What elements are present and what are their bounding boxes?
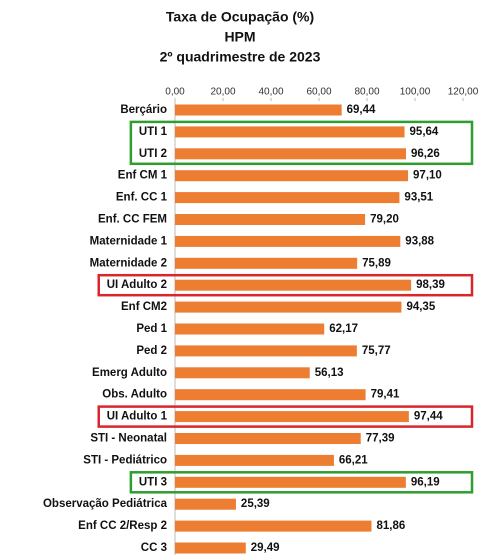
bar [175,257,358,269]
category-label: Enf CM2 [121,301,167,313]
category-label: Ped 1 [136,323,167,335]
bar [175,345,357,357]
category-label: Enf. CC 1 [116,192,168,204]
bar [175,235,401,247]
value-label: 75,89 [362,257,391,269]
highlight-box [129,471,474,494]
bar [175,170,409,182]
x-tick-label: 60,00 [306,87,331,98]
chart-title: HPM [224,29,255,45]
x-tick-label: 0,00 [165,87,185,98]
value-label: 97,10 [413,170,442,182]
value-label: 96,26 [411,148,440,160]
bar [175,542,246,554]
x-tick-label: 20,00 [210,87,235,98]
bar [175,476,406,488]
value-label: 29,49 [251,542,280,554]
bar [175,411,409,423]
bar [175,389,366,401]
bar [175,323,325,335]
category-label: Enf. CC FEM [98,214,167,226]
category-label: UI Adulto 2 [107,279,167,291]
x-tick-label: 40,00 [258,87,283,98]
category-label: Emerg Adulto [92,367,167,379]
bar [175,520,372,532]
value-label: 93,51 [404,192,433,204]
bar [175,126,405,138]
x-tick-label: 120,00 [448,87,479,98]
value-label: 96,19 [411,476,440,488]
value-label: 25,39 [241,498,270,510]
chart-title: 2º quadrimestre de 2023 [160,49,321,65]
value-label: 81,86 [376,520,405,532]
value-label: 79,41 [371,389,400,401]
highlight-box [97,273,474,297]
value-label: 75,77 [362,345,391,357]
category-label: Ped 2 [136,345,167,357]
highlight-box [97,405,474,428]
category-label: STI - Neonatal [90,433,167,445]
category-label: CC 3 [141,542,167,554]
value-label: 77,39 [366,433,395,445]
category-label: Maternidade 2 [90,257,167,269]
value-label: 97,44 [414,411,443,423]
category-label: UTI 1 [139,126,168,138]
category-label: Observação Pediátrica [43,498,168,510]
bar [175,433,361,444]
category-label: Berçário [120,104,167,116]
category-label: UTI 3 [139,476,167,488]
category-label: STI - Pediátrico [83,454,167,466]
value-label: 94,35 [406,301,435,313]
category-label: UI Adulto 1 [107,411,168,423]
category-label: Obs. Adulto [102,389,167,401]
bar [175,148,407,160]
highlight-box [129,120,474,166]
value-label: 66,21 [339,454,368,466]
category-label: UTI 2 [139,148,167,160]
value-label: 79,20 [370,214,399,226]
bar [175,192,400,204]
category-label: Maternidade 1 [90,235,168,247]
category-label: Enf CC 2/Resp 2 [78,520,167,532]
value-label: 62,17 [329,323,358,335]
value-label: 95,64 [410,126,439,138]
bar [175,454,334,466]
x-tick-label: 80,00 [354,87,379,98]
bar [175,367,310,379]
bar [175,498,236,510]
x-tick-label: 100,00 [400,87,431,98]
bar [175,279,412,291]
value-label: 69,44 [347,104,376,116]
bar [175,301,402,313]
value-label: 56,13 [315,367,344,379]
value-label: 93,88 [405,235,434,247]
bar [175,214,366,225]
value-label: 98,39 [416,279,445,291]
chart-title: Taxa de Ocupação (%) [166,9,314,25]
bar [175,104,342,116]
category-label: Enf CM 1 [118,170,168,182]
